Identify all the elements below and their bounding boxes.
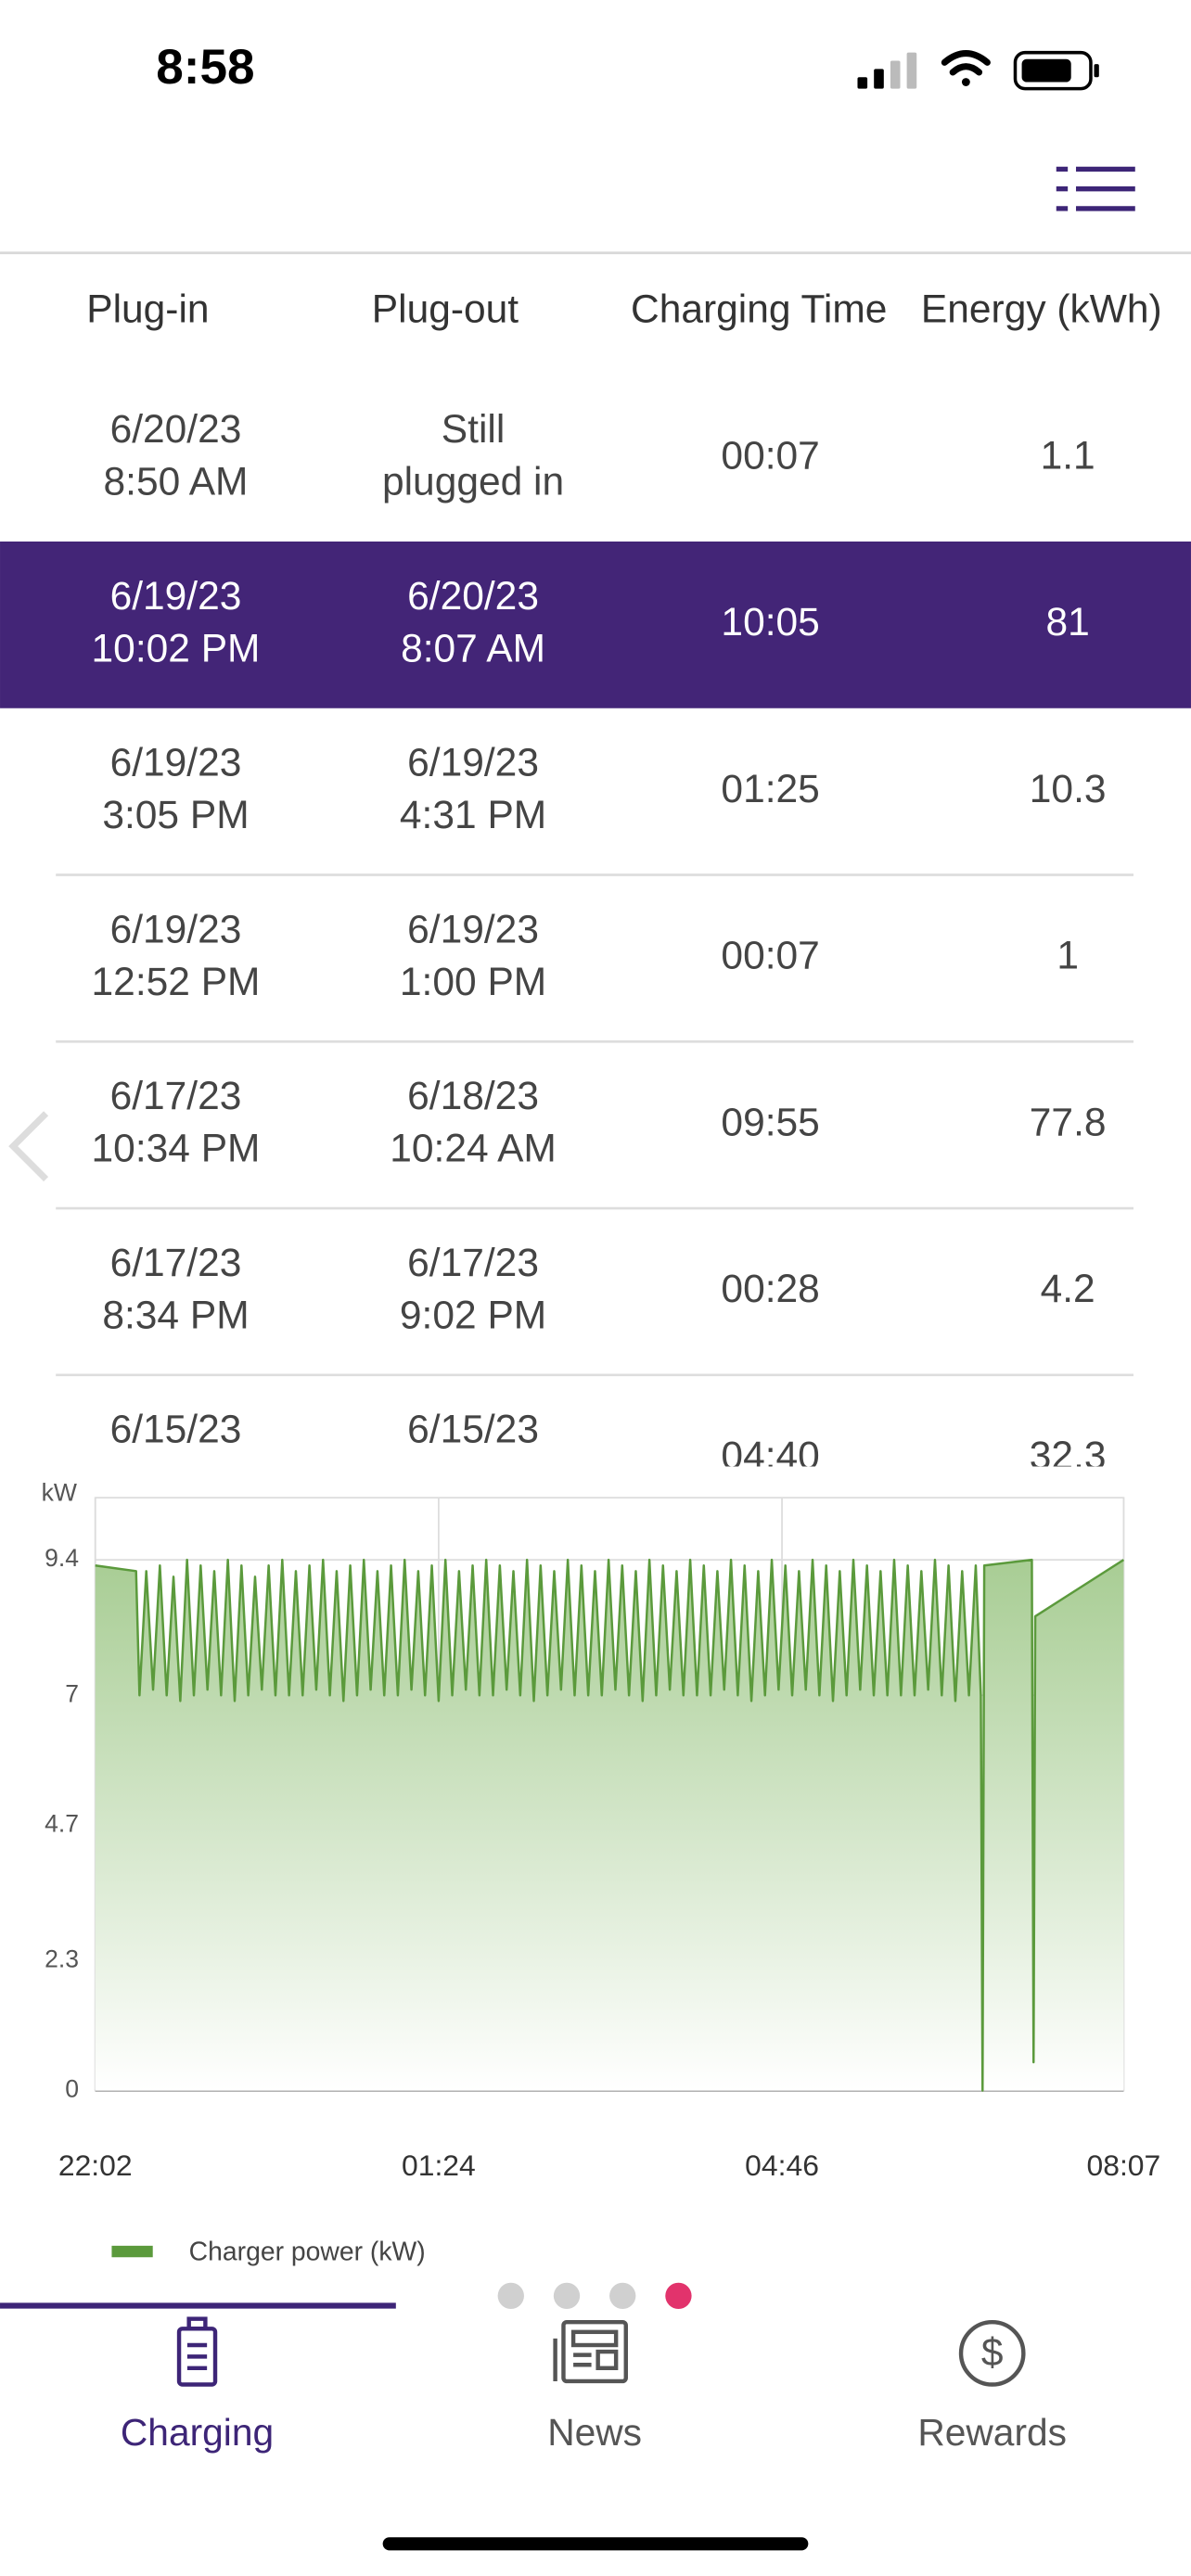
tab-bar: Charging News Rewards bbox=[121, 2411, 1067, 2454]
legend-swatch bbox=[111, 2245, 153, 2258]
cell-text: 6/19/23 bbox=[110, 908, 242, 951]
cell-text: 77.8 bbox=[1030, 1101, 1107, 1144]
x-tick-label: 08:07 bbox=[1087, 2149, 1161, 2182]
page-dot-active[interactable] bbox=[665, 2282, 692, 2310]
tab-label[interactable]: News bbox=[547, 2411, 642, 2454]
charging-icon bbox=[176, 2316, 218, 2387]
home-indicator bbox=[382, 2537, 809, 2551]
line bbox=[95, 1558, 1125, 2092]
cell-text: 1 bbox=[1057, 935, 1079, 978]
cell-text: 4.2 bbox=[1041, 1268, 1095, 1311]
cell-text: 6/19/23 bbox=[407, 908, 539, 951]
cell-text: 09:55 bbox=[721, 1101, 819, 1144]
legend-label: Charger power (kW) bbox=[189, 2237, 426, 2266]
page-dot[interactable] bbox=[497, 2282, 524, 2310]
cell-text: 6/17/23 bbox=[407, 1242, 539, 1285]
y-tick-label: 0 bbox=[65, 2075, 79, 2103]
status-time: 8:58 bbox=[156, 40, 254, 95]
cell-text: 1.1 bbox=[1041, 434, 1095, 478]
cell-text: 6/17/23 bbox=[110, 1242, 242, 1285]
cell-text: 04:40 bbox=[721, 1435, 819, 1478]
cell-text: 00:07 bbox=[721, 434, 819, 478]
y-tick-label: 2.3 bbox=[45, 1945, 79, 1972]
cell-text: 1:00 PM bbox=[400, 961, 546, 1004]
svg-text:$: $ bbox=[981, 2331, 1004, 2375]
signal-icon bbox=[857, 52, 917, 89]
cell-text: 6/19/23 bbox=[407, 742, 539, 785]
cell-text: 6/18/23 bbox=[407, 1075, 539, 1118]
column-header: Charging Time bbox=[631, 288, 887, 332]
cell-text: 8:07 AM bbox=[401, 627, 545, 670]
cell-text: 81 bbox=[1046, 601, 1090, 644]
area-fill bbox=[95, 1560, 1124, 2091]
rewards-icon: $ bbox=[958, 2319, 1026, 2387]
cell-text: plugged in bbox=[382, 461, 564, 504]
page-dot[interactable] bbox=[553, 2282, 581, 2310]
cell-text: 10.3 bbox=[1030, 768, 1107, 811]
cell-text: 10:24 AM bbox=[390, 1128, 557, 1171]
menu-button[interactable] bbox=[1056, 166, 1135, 211]
cell-text: 3:05 PM bbox=[102, 794, 249, 837]
cell-text: 6/19/23 bbox=[110, 742, 242, 785]
cell-text: 6/20/23 bbox=[110, 408, 242, 452]
x-tick-label: 01:24 bbox=[402, 2149, 476, 2182]
x-tick-label: 04:46 bbox=[745, 2149, 819, 2182]
selected-row[interactable] bbox=[0, 541, 1191, 708]
wifi-icon bbox=[941, 50, 991, 86]
cell-text: 00:07 bbox=[721, 935, 819, 978]
page-dot[interactable] bbox=[609, 2282, 636, 2310]
cell-text: 6/20/23 bbox=[407, 575, 539, 618]
tab-label[interactable]: Rewards bbox=[917, 2411, 1067, 2454]
page-dots bbox=[497, 2282, 692, 2310]
y-tick-label: 4.7 bbox=[45, 1809, 79, 1837]
cell-text: 6/15/23 bbox=[110, 1409, 242, 1452]
y-tick-label: 9.4 bbox=[45, 1544, 79, 1572]
x-tick-label: 22:02 bbox=[58, 2149, 133, 2182]
previous-button[interactable] bbox=[8, 1111, 49, 1182]
news-icon bbox=[553, 2319, 628, 2384]
cell-text: 32.3 bbox=[1030, 1435, 1107, 1478]
y-axis-label: kW bbox=[42, 1479, 77, 1507]
cell-text: 01:25 bbox=[721, 768, 819, 811]
cell-text: 6/17/23 bbox=[110, 1075, 242, 1118]
column-header: Plug-out bbox=[372, 288, 519, 332]
cell-text: 00:28 bbox=[721, 1268, 819, 1311]
cell-text: 8:50 AM bbox=[104, 461, 249, 504]
column-header: Energy (kWh) bbox=[921, 288, 1162, 332]
tab-label[interactable]: Charging bbox=[121, 2411, 274, 2454]
cell-text: 6/19/23 bbox=[110, 575, 242, 618]
cell-text: 8:34 PM bbox=[102, 1294, 249, 1337]
cell-text: 9:02 PM bbox=[400, 1294, 546, 1337]
cell-text: 10:05 bbox=[721, 601, 819, 644]
battery-icon bbox=[1013, 50, 1099, 91]
cell-text: 10:34 PM bbox=[92, 1128, 261, 1171]
table-body: 6/20/23 8:50 AM Still plugged in 00:07 1.1 6/1… bbox=[0, 408, 1191, 1478]
cell-text: 6/15/23 bbox=[407, 1409, 539, 1452]
cell-text: 10:02 PM bbox=[92, 627, 261, 670]
cell-text: Still bbox=[442, 408, 505, 452]
column-header: Plug-in bbox=[86, 288, 209, 332]
y-tick-label: 7 bbox=[65, 1679, 79, 1707]
cell-text: 12:52 PM bbox=[92, 961, 261, 1004]
cell-text: 4:31 PM bbox=[400, 794, 546, 837]
